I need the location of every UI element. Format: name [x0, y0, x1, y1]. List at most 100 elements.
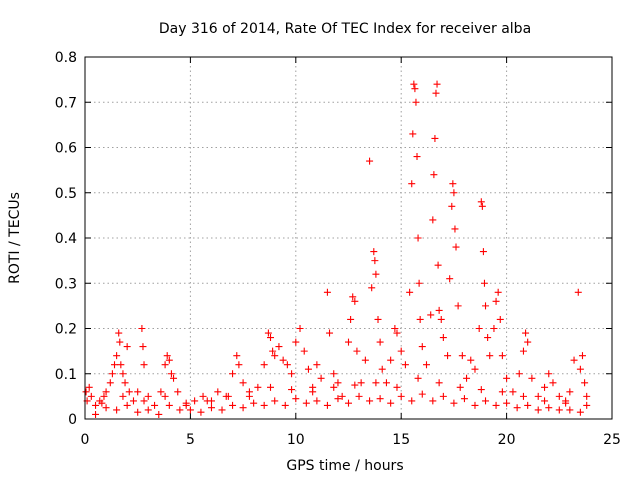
data-point: [378, 365, 386, 373]
data-point: [345, 338, 352, 346]
x-tick-label: 0: [81, 432, 90, 448]
data-point: [186, 406, 194, 414]
data-point: [570, 356, 578, 364]
data-point: [429, 397, 437, 405]
data-point: [576, 408, 584, 416]
data-point: [448, 202, 456, 210]
y-tick-label: 0: [68, 412, 77, 428]
data-point: [199, 392, 207, 400]
data-point: [121, 379, 129, 387]
data-point: [115, 329, 123, 337]
data-point: [245, 388, 253, 396]
data-point: [456, 383, 464, 391]
y-tick-label: 0.2: [55, 322, 77, 338]
data-point: [309, 388, 317, 396]
data-point: [167, 370, 175, 378]
data-point: [458, 352, 466, 360]
data-point: [269, 347, 277, 355]
data-point: [401, 361, 409, 369]
data-point: [214, 388, 222, 396]
data-point: [288, 386, 296, 394]
data-point: [176, 406, 184, 414]
data-point: [509, 388, 517, 396]
x-tick-label: 25: [603, 432, 621, 448]
data-point: [170, 374, 178, 382]
data-point: [414, 374, 422, 382]
data-point: [486, 352, 494, 360]
data-point: [292, 338, 300, 346]
data-point: [296, 325, 304, 332]
data-point: [92, 401, 100, 409]
data-point: [410, 80, 418, 88]
data-point: [422, 361, 430, 369]
data-point: [119, 392, 127, 400]
data-points: [82, 80, 591, 418]
data-point: [427, 311, 435, 319]
data-point: [467, 356, 475, 364]
data-point: [113, 352, 121, 360]
y-tick-label: 0.7: [55, 95, 77, 111]
data-point: [446, 275, 454, 283]
data-point: [482, 397, 490, 405]
data-point: [452, 243, 460, 251]
data-point: [432, 89, 440, 97]
data-point: [345, 399, 352, 407]
data-point: [182, 399, 190, 407]
data-point: [300, 347, 308, 355]
data-point: [108, 370, 116, 378]
data-point: [125, 388, 133, 396]
data-point: [163, 352, 171, 360]
data-point: [478, 202, 486, 210]
data-point: [140, 361, 148, 369]
data-point: [119, 370, 127, 378]
data-point: [435, 306, 443, 314]
data-point: [218, 406, 226, 414]
data-point: [482, 302, 490, 310]
data-point: [484, 334, 492, 342]
data-point: [123, 343, 131, 351]
data-point: [566, 406, 574, 414]
data-point: [353, 347, 361, 355]
data-point: [444, 352, 452, 360]
data-point: [576, 365, 584, 373]
data-point: [323, 401, 331, 409]
data-point: [281, 401, 289, 409]
data-point: [415, 279, 423, 287]
data-point: [92, 410, 100, 418]
data-point: [449, 180, 457, 188]
data-point: [406, 288, 414, 296]
data-point: [382, 379, 390, 387]
data-point: [477, 386, 485, 394]
data-point: [323, 288, 331, 296]
data-point: [98, 399, 106, 407]
data-point: [229, 370, 237, 378]
data-point: [408, 180, 416, 188]
data-point: [494, 288, 502, 296]
data-point: [412, 98, 420, 106]
axis-ticks: 0 0.1 0.2 0.3 0.4 0.5 0.6 0.7 0.8 0 5 10 15 20 25: [55, 50, 621, 448]
data-point: [279, 356, 287, 364]
data-point: [418, 390, 426, 398]
data-point: [82, 388, 90, 396]
data-point: [524, 401, 532, 409]
data-point: [519, 347, 527, 355]
data-point: [197, 408, 205, 416]
data-point: [492, 297, 500, 305]
data-point: [233, 352, 241, 360]
x-tick-label: 5: [186, 432, 195, 448]
data-point: [393, 383, 401, 391]
data-point: [267, 383, 275, 391]
data-point: [351, 381, 359, 389]
data-point: [151, 401, 159, 409]
data-point: [434, 261, 442, 269]
data-point: [165, 401, 173, 409]
data-point: [429, 216, 437, 224]
data-point: [397, 347, 405, 355]
data-point: [271, 397, 279, 405]
data-point: [357, 379, 365, 387]
y-tick-label: 0.3: [55, 276, 77, 292]
y-tick-label: 0.1: [55, 367, 77, 383]
data-point: [313, 397, 321, 405]
data-point: [102, 388, 110, 396]
data-point: [503, 399, 511, 407]
